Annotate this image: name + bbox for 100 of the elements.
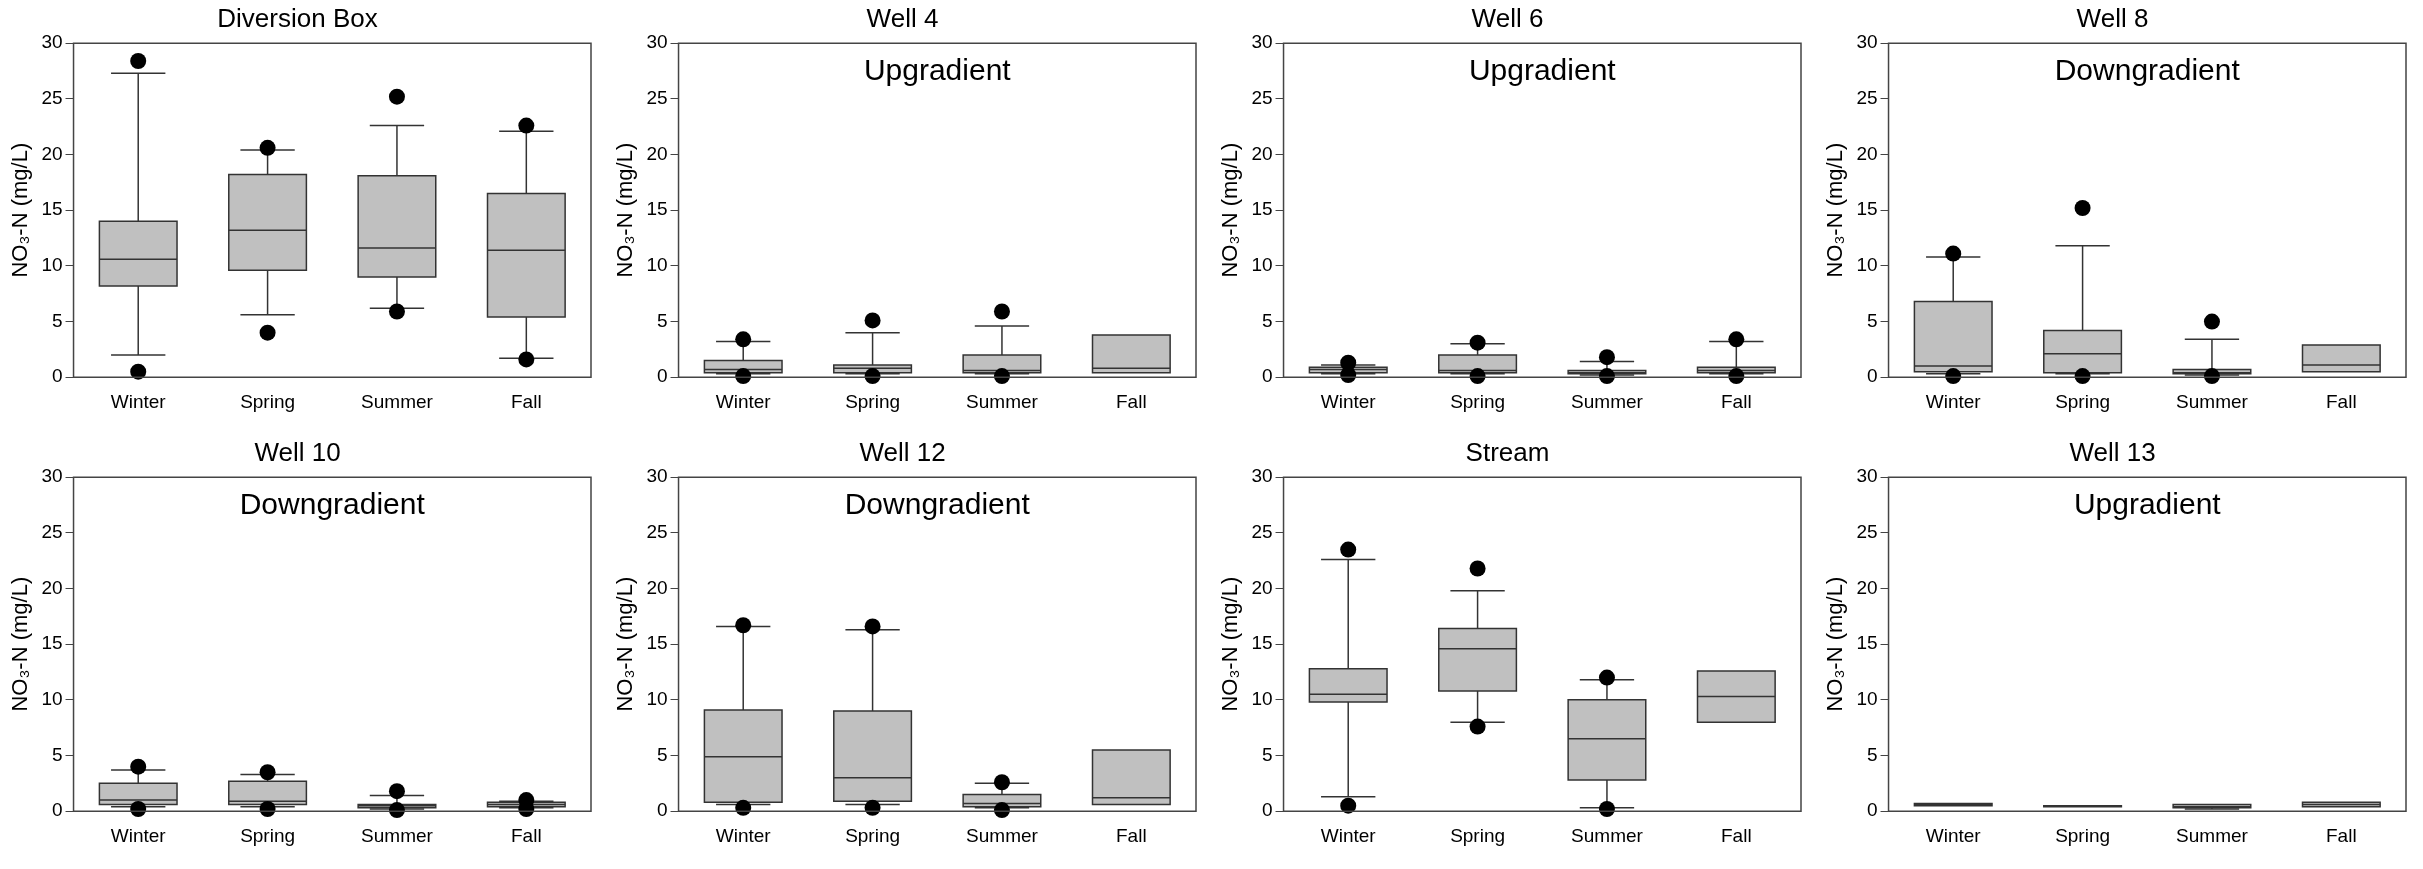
y-tick-label: 25 [646, 521, 668, 543]
y-tick-label: 15 [646, 198, 668, 220]
y-tick-label: 25 [1856, 87, 1878, 109]
x-tick-label: Summer [966, 824, 1039, 846]
x-tick-label: Spring [240, 390, 296, 412]
y-tick-label: 5 [656, 743, 668, 765]
y-tick-label: 0 [1261, 799, 1273, 821]
y-tick-label: 20 [646, 576, 668, 598]
x-tick-label: Summer [2176, 390, 2249, 412]
x-tick-label: Winter [1925, 824, 1982, 846]
y-tick-label: 15 [1856, 198, 1878, 220]
y-tick-label: 30 [1856, 31, 1878, 53]
x-tick-label: Spring [2055, 390, 2111, 412]
y-tick-label: 30 [646, 31, 668, 53]
y-tick-label: 0 [51, 799, 63, 821]
y-tick-label: 30 [1251, 31, 1273, 53]
annotation: Downgradient [2054, 53, 2241, 87]
x-tick-label: Fall [1116, 390, 1147, 412]
x-tick-label: Winter [1320, 390, 1377, 412]
y-axis-title: NO₃-N (mg/L) [1822, 142, 1848, 278]
y-tick-label: 5 [1866, 743, 1878, 765]
x-tick-label: Summer [361, 824, 434, 846]
x-tick-label: Summer [2176, 824, 2249, 846]
y-tick-label: 25 [41, 521, 63, 543]
x-tick-label: Summer [1571, 824, 1644, 846]
y-tick-label: 30 [1251, 465, 1273, 487]
y-tick-label: 5 [1866, 309, 1878, 331]
y-tick-label: 10 [41, 254, 63, 276]
chart-title: Diversion Box [217, 2, 378, 33]
x-tick-label: Winter [1320, 824, 1377, 846]
y-axis-title: NO₃-N (mg/L) [612, 576, 638, 712]
x-tick-label: Spring [2055, 824, 2111, 846]
y-axis-title: NO₃-N (mg/L) [1217, 576, 1243, 712]
x-tick-label: Fall [1116, 824, 1147, 846]
x-tick-label: Fall [1721, 390, 1752, 412]
y-tick-label: 25 [1856, 521, 1878, 543]
y-tick-label: 10 [1251, 254, 1273, 276]
x-tick-label: Spring [240, 824, 296, 846]
y-tick-label: 15 [1856, 632, 1878, 654]
y-tick-label: 30 [41, 465, 63, 487]
x-tick-label: Spring [1450, 824, 1506, 846]
y-tick-label: 0 [1261, 365, 1273, 387]
x-tick-label: Spring [1450, 390, 1506, 412]
x-tick-label: Winter [715, 824, 772, 846]
y-tick-label: 15 [41, 632, 63, 654]
y-tick-label: 10 [41, 688, 63, 710]
y-tick-label: 30 [1856, 465, 1878, 487]
y-tick-label: 20 [1251, 142, 1273, 164]
y-tick-label: 30 [646, 465, 668, 487]
x-tick-label: Summer [361, 390, 434, 412]
y-tick-label: 25 [41, 87, 63, 109]
y-tick-label: 5 [1261, 309, 1273, 331]
chart-title: Well 13 [2069, 436, 2156, 467]
chart-title: Well 4 [866, 2, 939, 33]
y-tick-label: 15 [646, 632, 668, 654]
y-tick-label: 10 [1856, 688, 1878, 710]
x-tick-label: Summer [966, 390, 1039, 412]
annotation: Upgradient [2073, 487, 2222, 521]
y-tick-label: 20 [1251, 576, 1273, 598]
chart-title: Well 6 [1471, 2, 1544, 33]
y-axis-title: NO₃-N (mg/L) [7, 142, 33, 278]
x-tick-label: Summer [1571, 390, 1644, 412]
x-tick-label: Fall [511, 390, 542, 412]
annotation: Downgradient [844, 487, 1031, 521]
y-tick-label: 0 [51, 365, 63, 387]
y-tick-label: 15 [41, 198, 63, 220]
chart-title: Stream [1465, 436, 1550, 467]
y-tick-label: 0 [1866, 799, 1878, 821]
y-tick-label: 20 [41, 576, 63, 598]
y-tick-label: 5 [51, 309, 63, 331]
annotation: Upgradient [1468, 53, 1617, 87]
y-axis-title: NO₃-N (mg/L) [1822, 576, 1848, 712]
y-tick-label: 10 [646, 254, 668, 276]
chart-title: Well 10 [254, 436, 341, 467]
y-axis-title: NO₃-N (mg/L) [1217, 142, 1243, 278]
x-tick-label: Winter [1925, 390, 1982, 412]
x-tick-label: Spring [845, 824, 901, 846]
x-tick-label: Fall [2326, 824, 2357, 846]
y-axis-title: NO₃-N (mg/L) [612, 142, 638, 278]
chart-title: Well 12 [859, 436, 946, 467]
y-tick-label: 15 [1251, 198, 1273, 220]
y-tick-label: 25 [1251, 87, 1273, 109]
y-tick-label: 0 [656, 799, 668, 821]
y-tick-label: 20 [41, 142, 63, 164]
y-tick-label: 0 [656, 365, 668, 387]
x-tick-label: Fall [511, 824, 542, 846]
x-tick-label: Winter [715, 390, 772, 412]
annotation: Downgradient [239, 487, 426, 521]
x-tick-label: Winter [110, 390, 167, 412]
x-tick-label: Fall [2326, 390, 2357, 412]
annotation: Upgradient [863, 53, 1012, 87]
y-axis-title: NO₃-N (mg/L) [7, 576, 33, 712]
x-tick-label: Winter [110, 824, 167, 846]
y-tick-label: 10 [646, 688, 668, 710]
y-tick-label: 10 [1251, 688, 1273, 710]
y-tick-label: 0 [1866, 365, 1878, 387]
chart-title: Well 8 [2076, 2, 2149, 33]
x-tick-label: Spring [845, 390, 901, 412]
x-tick-label: Fall [1721, 824, 1752, 846]
y-tick-label: 30 [41, 31, 63, 53]
